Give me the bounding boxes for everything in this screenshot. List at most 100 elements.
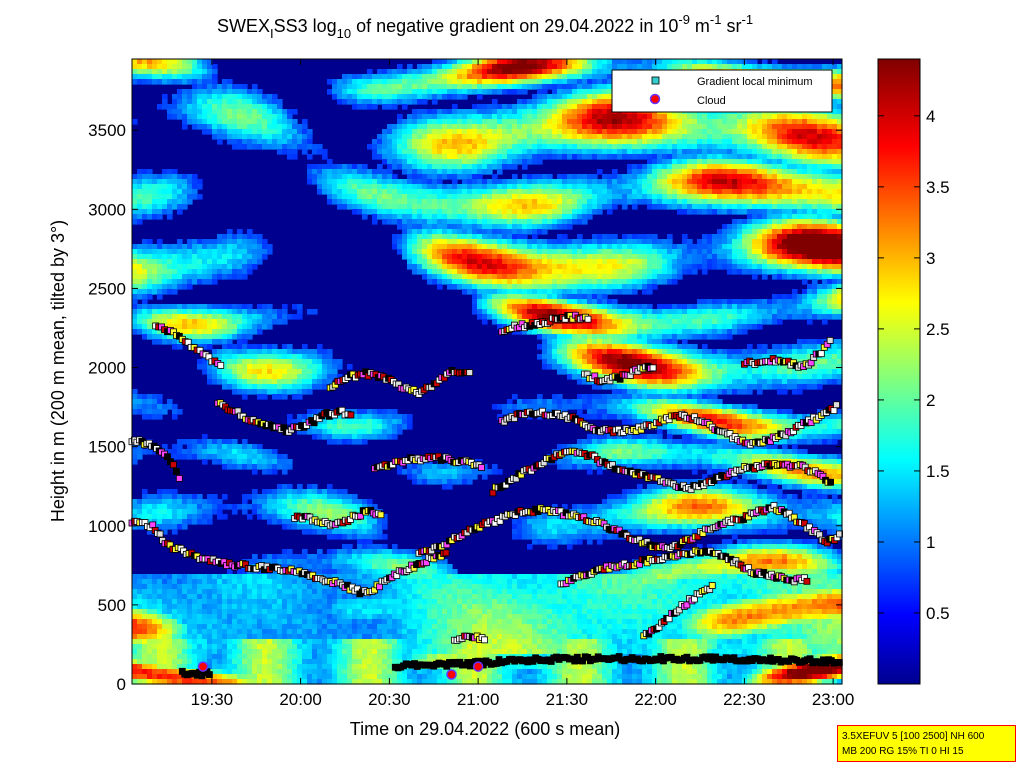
- heatmap-cell: [457, 59, 463, 65]
- heatmap-cell: [397, 144, 403, 150]
- heatmap-cell: [417, 199, 423, 205]
- heatmap-cell: [247, 659, 253, 665]
- heatmap-cell: [197, 119, 203, 125]
- heatmap-cell: [392, 594, 398, 600]
- heatmap-cell: [242, 629, 248, 635]
- heatmap-cell: [197, 599, 203, 605]
- heatmap-cell: [152, 79, 158, 85]
- heatmap-cell: [487, 89, 493, 95]
- heatmap-cell: [492, 139, 498, 145]
- heatmap-cell: [452, 209, 458, 215]
- heatmap-cell: [172, 344, 178, 350]
- heatmap-cell: [242, 109, 248, 115]
- heatmap-cell: [212, 349, 218, 355]
- heatmap-cell: [462, 574, 468, 580]
- heatmap-cell: [227, 679, 233, 685]
- heatmap-cell: [282, 554, 288, 560]
- heatmap-cell: [287, 639, 293, 645]
- heatmap-cell: [132, 189, 138, 195]
- heatmap-cell: [292, 654, 298, 660]
- heatmap-cell: [492, 294, 498, 300]
- heatmap-cell: [437, 269, 443, 275]
- heatmap-cell: [137, 679, 143, 685]
- heatmap-cell: [292, 609, 298, 615]
- heatmap-cell: [392, 189, 398, 195]
- heatmap-cell: [437, 89, 443, 95]
- heatmap-cell: [167, 304, 173, 310]
- heatmap-cell: [137, 664, 143, 670]
- heatmap-cell: [442, 639, 448, 645]
- heatmap-cell: [162, 204, 168, 210]
- heatmap-cell: [387, 589, 393, 595]
- heatmap-cell: [472, 164, 478, 170]
- heatmap-cell: [212, 444, 218, 450]
- heatmap-cell: [242, 664, 248, 670]
- heatmap-cell: [287, 459, 293, 465]
- heatmap-cell: [442, 119, 448, 125]
- heatmap-cell: [192, 454, 198, 460]
- heatmap-cell: [392, 159, 398, 165]
- heatmap-cell: [347, 524, 353, 530]
- heatmap-cell: [342, 514, 348, 520]
- heatmap-cell: [182, 319, 188, 325]
- heatmap-cell: [192, 269, 198, 275]
- heatmap-cell: [242, 89, 248, 95]
- heatmap-cell: [442, 79, 448, 85]
- heatmap-cell: [257, 234, 263, 240]
- heatmap-cell: [202, 344, 208, 350]
- heatmap-cell: [272, 139, 278, 145]
- heatmap-cell: [217, 634, 223, 640]
- heatmap-cell: [182, 89, 188, 95]
- heatmap-cell: [222, 259, 228, 265]
- heatmap-cell: [152, 199, 158, 205]
- heatmap-cell: [487, 619, 493, 625]
- heatmap-cell: [307, 504, 313, 510]
- heatmap-cell: [322, 564, 328, 570]
- heatmap-cell: [342, 644, 348, 650]
- heatmap-cell: [362, 644, 368, 650]
- heatmap-cell: [132, 499, 138, 505]
- heatmap-cell: [357, 89, 363, 95]
- heatmap-cell: [257, 599, 263, 605]
- heatmap-cell: [392, 139, 398, 145]
- heatmap-cell: [142, 304, 148, 310]
- heatmap-cell: [372, 569, 378, 575]
- heatmap-cell: [252, 384, 258, 390]
- heatmap-cell: [397, 659, 403, 665]
- heatmap-cell: [242, 94, 248, 100]
- heatmap-cell: [392, 209, 398, 215]
- heatmap-cell: [462, 134, 468, 140]
- heatmap-cell: [367, 504, 373, 510]
- heatmap-cell: [202, 649, 208, 655]
- heatmap-cell: [322, 434, 328, 440]
- heatmap-cell: [192, 254, 198, 260]
- heatmap-cell: [227, 229, 233, 235]
- heatmap-cell: [347, 664, 353, 670]
- heatmap-cell: [257, 129, 263, 135]
- heatmap-cell: [287, 389, 293, 395]
- heatmap-cell: [237, 649, 243, 655]
- heatmap-cell: [162, 574, 168, 580]
- heatmap-cell: [247, 634, 253, 640]
- heatmap-cell: [217, 234, 223, 240]
- heatmap-cell: [297, 309, 303, 315]
- heatmap-cell: [132, 199, 138, 205]
- heatmap-cell: [432, 639, 438, 645]
- heatmap-cell: [307, 169, 313, 175]
- heatmap-cell: [272, 319, 278, 325]
- heatmap-cell: [332, 654, 338, 660]
- heatmap-cell: [302, 594, 308, 600]
- heatmap-cell: [492, 134, 498, 140]
- heatmap-cell: [477, 69, 483, 75]
- heatmap-cell: [307, 364, 313, 370]
- heatmap-cell: [262, 254, 268, 260]
- heatmap-cell: [152, 614, 158, 620]
- heatmap-cell: [287, 489, 293, 495]
- heatmap-cell: [357, 629, 363, 635]
- heatmap-cell: [432, 274, 438, 280]
- heatmap-cell: [152, 644, 158, 650]
- heatmap-cell: [412, 619, 418, 625]
- heatmap-cell: [407, 589, 413, 595]
- heatmap-cell: [242, 644, 248, 650]
- heatmap-cell: [257, 494, 263, 500]
